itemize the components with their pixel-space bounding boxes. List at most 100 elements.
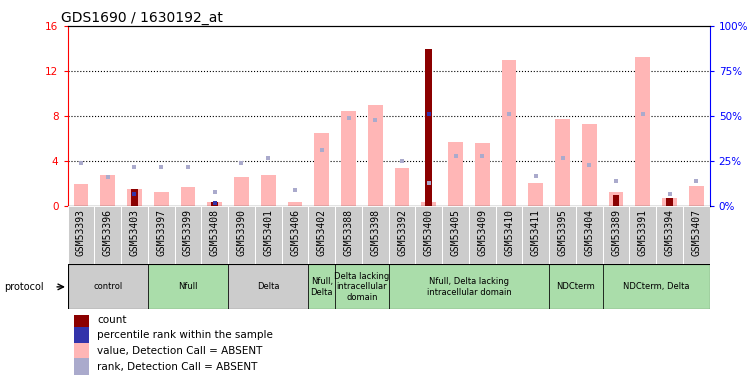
Bar	[74, 358, 89, 375]
Bar	[683, 206, 710, 264]
Bar	[68, 206, 95, 264]
Bar	[335, 264, 389, 309]
Bar	[635, 57, 650, 206]
Bar	[181, 187, 195, 206]
Bar	[426, 49, 432, 206]
Text: GSM53388: GSM53388	[343, 209, 354, 256]
Text: GSM53408: GSM53408	[210, 209, 220, 256]
Bar	[549, 264, 602, 309]
Bar	[68, 264, 148, 309]
Bar	[335, 206, 362, 264]
Bar	[234, 177, 249, 206]
Text: GSM53409: GSM53409	[478, 209, 487, 256]
Bar	[502, 60, 517, 206]
Bar	[529, 183, 543, 206]
Text: NDCterm, Delta: NDCterm, Delta	[623, 282, 689, 291]
Bar	[148, 264, 228, 309]
Text: NDCterm: NDCterm	[556, 282, 596, 291]
Text: Delta lacking
intracellular
domain: Delta lacking intracellular domain	[334, 272, 390, 302]
Bar	[228, 264, 309, 309]
Bar	[475, 143, 490, 206]
Text: GSM53404: GSM53404	[584, 209, 594, 256]
Text: GSM53394: GSM53394	[665, 209, 674, 256]
Bar	[496, 206, 523, 264]
Bar	[309, 206, 335, 264]
Bar	[469, 206, 496, 264]
Bar	[613, 195, 620, 206]
Bar	[582, 124, 596, 206]
Bar	[101, 175, 115, 206]
Bar	[576, 206, 602, 264]
Text: GSM53391: GSM53391	[638, 209, 648, 256]
Bar	[389, 264, 549, 309]
Bar	[315, 133, 329, 206]
Bar	[148, 206, 174, 264]
Bar	[174, 206, 201, 264]
Bar	[555, 118, 570, 206]
Text: percentile rank within the sample: percentile rank within the sample	[98, 330, 273, 340]
Text: GDS1690 / 1630192_at: GDS1690 / 1630192_at	[61, 11, 223, 25]
Bar	[689, 186, 704, 206]
Bar	[121, 206, 148, 264]
Bar	[282, 206, 309, 264]
Bar	[74, 184, 89, 206]
Bar	[421, 202, 436, 206]
Text: GSM53403: GSM53403	[129, 209, 140, 256]
Bar	[74, 343, 89, 359]
Text: rank, Detection Call = ABSENT: rank, Detection Call = ABSENT	[98, 362, 258, 372]
Bar	[442, 206, 469, 264]
Bar	[395, 168, 409, 206]
Text: GSM53393: GSM53393	[76, 209, 86, 256]
Text: Delta: Delta	[257, 282, 279, 291]
Bar	[656, 206, 683, 264]
Bar	[602, 264, 710, 309]
Text: GSM53395: GSM53395	[557, 209, 568, 256]
Text: GSM53410: GSM53410	[504, 209, 514, 256]
Text: GSM53411: GSM53411	[531, 209, 541, 256]
Text: Nfull: Nfull	[178, 282, 198, 291]
Bar	[309, 264, 335, 309]
Bar	[74, 327, 89, 344]
Text: GSM53405: GSM53405	[451, 209, 460, 256]
Text: GSM53396: GSM53396	[103, 209, 113, 256]
Bar	[666, 198, 673, 206]
Bar	[629, 206, 656, 264]
Text: GSM53401: GSM53401	[264, 209, 273, 256]
Bar	[415, 206, 442, 264]
Bar	[662, 198, 677, 206]
Bar	[341, 111, 356, 206]
Text: GSM53399: GSM53399	[183, 209, 193, 256]
Text: GSM53389: GSM53389	[611, 209, 621, 256]
Text: GSM53398: GSM53398	[370, 209, 380, 256]
Bar	[609, 192, 623, 206]
Bar	[448, 142, 463, 206]
Bar	[549, 206, 576, 264]
Text: GSM53400: GSM53400	[424, 209, 434, 256]
Text: count: count	[98, 315, 127, 325]
Bar	[74, 311, 89, 328]
Text: Nfull, Delta lacking
intracellular domain: Nfull, Delta lacking intracellular domai…	[427, 277, 511, 297]
Text: control: control	[93, 282, 122, 291]
Bar	[288, 202, 303, 206]
Bar	[207, 202, 222, 206]
Text: GSM53406: GSM53406	[290, 209, 300, 256]
Bar	[228, 206, 255, 264]
Text: value, Detection Call = ABSENT: value, Detection Call = ABSENT	[98, 346, 263, 356]
Text: GSM53402: GSM53402	[317, 209, 327, 256]
Text: GSM53397: GSM53397	[156, 209, 166, 256]
Bar	[131, 189, 137, 206]
Bar	[127, 189, 142, 206]
Bar	[255, 206, 282, 264]
Text: GSM53390: GSM53390	[237, 209, 246, 256]
Bar	[201, 206, 228, 264]
Bar	[261, 175, 276, 206]
Text: protocol: protocol	[4, 282, 44, 292]
Bar	[523, 206, 549, 264]
Bar	[212, 202, 218, 206]
Text: GSM53407: GSM53407	[692, 209, 701, 256]
Bar	[368, 105, 382, 206]
Bar	[362, 206, 389, 264]
Bar	[95, 206, 121, 264]
Bar	[154, 192, 168, 206]
Text: Nfull,
Delta: Nfull, Delta	[310, 277, 333, 297]
